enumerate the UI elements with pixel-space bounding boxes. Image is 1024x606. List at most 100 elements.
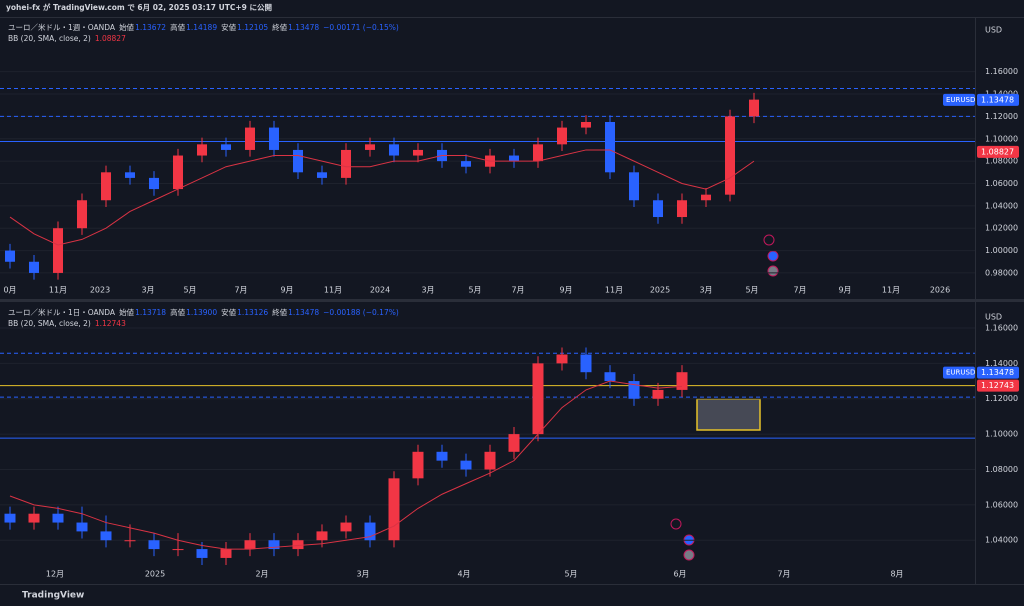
x-tick-label: 5月 (745, 286, 758, 295)
header-text: yohei-fx が TradingView.com で 6月 02, 2025… (6, 2, 272, 12)
change: −0.00188 (−0.17%) (323, 308, 399, 317)
y-tick-label: 1.12000 (985, 112, 1018, 121)
candle-body (629, 172, 639, 201)
symbol-tag (943, 366, 975, 379)
ohlc-value: 1.13478 (288, 308, 319, 317)
y-tick-label: 1.04000 (985, 201, 1018, 210)
candle-body (53, 228, 63, 273)
candle-body (316, 531, 328, 541)
ohlc-value: 1.14189 (186, 23, 217, 32)
candle-body (221, 144, 231, 150)
candle-body (292, 540, 304, 550)
candle-body (317, 172, 327, 178)
candle-body (388, 478, 400, 541)
candle-body (196, 549, 208, 558)
candle-body (220, 549, 232, 558)
drawn-rectangle (696, 398, 761, 431)
symbol-tag-label: EURUSD (946, 96, 975, 104)
candle-body (653, 200, 663, 218)
y-tick-label: 1.16000 (985, 323, 1018, 332)
candle-body (509, 155, 519, 162)
x-tick-label: 11月 (324, 286, 342, 295)
candle-body (557, 127, 567, 145)
x-tick-label: 8月 (890, 570, 903, 579)
candle-body (197, 144, 207, 156)
ohlc-value: 1.12105 (237, 23, 268, 32)
candle-body (29, 261, 39, 273)
indicator-name: BB (20, SMA, close, 2) (8, 319, 91, 328)
y-tick-label: 1.04000 (985, 536, 1018, 545)
currency: USD (985, 26, 1002, 35)
candle-body (389, 144, 399, 156)
indicator-value: 1.08827 (95, 34, 126, 43)
candle-body (77, 200, 87, 229)
x-tick-label: 0月 (3, 286, 16, 295)
price-tag (977, 366, 1019, 379)
y-tick-label: 1.06000 (985, 179, 1018, 188)
candle-body (460, 460, 472, 470)
candle-body (676, 372, 688, 390)
price-tag-label: 1.08827 (981, 147, 1014, 156)
y-tick-label: 0.98000 (985, 268, 1018, 277)
price-tag-label: 1.12743 (981, 381, 1014, 390)
candle-body (581, 121, 591, 128)
x-tick-label: 7月 (511, 286, 524, 295)
ohlc-value: 1.13478 (288, 23, 319, 32)
ohlc-label: 終値 (272, 307, 287, 317)
candle-body (556, 354, 568, 364)
candle-body (100, 531, 112, 541)
candle-body (725, 116, 735, 195)
x-tick-label: 2025 (650, 286, 670, 295)
price-axis-border (975, 18, 976, 584)
x-tick-label: 5月 (468, 286, 481, 295)
bollinger-basis (9, 380, 683, 550)
x-tick-label: 2025 (145, 570, 165, 579)
ohlc-value: 1.13900 (186, 308, 217, 317)
price-tag (977, 379, 1019, 392)
ohlc-label: 安値 (221, 307, 236, 317)
symbol-title: ユーロ／米ドル・1日・OANDA (8, 307, 116, 317)
ohlc-label: 始値 (119, 22, 134, 32)
candle-body (269, 127, 279, 150)
currency: USD (985, 313, 1002, 322)
x-tick-label: 4月 (457, 570, 470, 579)
indicator-line: BB (20, SMA, close, 2) 1.12743 (8, 319, 126, 328)
candle-body (172, 549, 184, 551)
event-icon (683, 549, 695, 561)
candle-body (244, 540, 256, 550)
brand: TradingView (22, 591, 84, 601)
event-icon (767, 265, 779, 277)
y-tick-label: 1.16000 (985, 67, 1018, 76)
candle-body (125, 172, 135, 178)
x-tick-label: 5月 (564, 570, 577, 579)
candle-body (124, 540, 136, 542)
candle-body (652, 389, 664, 399)
symbol-tag (943, 93, 975, 106)
candle-body (52, 513, 64, 523)
divider (0, 299, 1024, 302)
legend-line: ユーロ／米ドル・1週・OANDA 始値1.13672 高値1.14189 安値1.12… (8, 22, 399, 32)
ohlc-label: 安値 (221, 22, 236, 32)
candle-body (412, 451, 424, 479)
ohlc-value: 1.13126 (237, 308, 268, 317)
x-tick-label: 2月 (255, 570, 268, 579)
candle-body (101, 172, 111, 201)
candle-body (604, 372, 616, 382)
candle-body (148, 540, 160, 550)
candle-body (605, 121, 615, 173)
candle-body (293, 149, 303, 173)
x-tick-label: 11月 (882, 286, 900, 295)
symbol-title: ユーロ／米ドル・1週・OANDA (8, 22, 116, 32)
indicator-value: 1.12743 (95, 319, 126, 328)
y-tick-label: 1.08000 (985, 465, 1018, 474)
candle-body (28, 513, 40, 523)
ohlc-label: 高値 (170, 22, 185, 32)
x-tick-label: 7月 (793, 286, 806, 295)
candle-body (533, 144, 543, 162)
candle-body (677, 200, 687, 218)
y-tick-label: 1.00000 (985, 246, 1018, 255)
bollinger-basis (9, 149, 755, 246)
event-icon (670, 518, 682, 530)
